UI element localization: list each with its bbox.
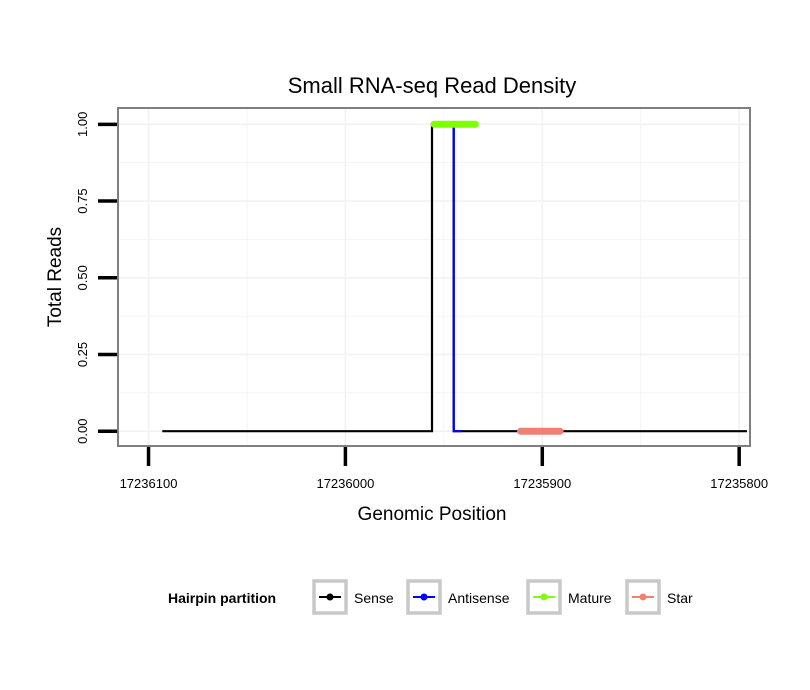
chart-title: Small RNA-seq Read Density	[288, 73, 577, 98]
legend-key-dot	[540, 593, 548, 601]
x-tick-label: 17235800	[710, 476, 768, 491]
legend-entry-sense: Sense	[312, 579, 394, 615]
x-axis: 17236100 17236000 17235900 17235800	[120, 447, 768, 491]
x-tick-label: 17236000	[316, 476, 374, 491]
y-axis: 0.00 0.25 0.50 0.75 1.00	[75, 112, 117, 444]
y-tick-label: 0.75	[75, 188, 90, 213]
legend-key-dot	[420, 593, 428, 601]
legend-label: Antisense	[448, 590, 510, 606]
y-axis-title: Total Reads	[45, 227, 66, 327]
legend-entry-mature: Mature	[526, 579, 612, 615]
y-tick-label: 0.25	[75, 342, 90, 367]
legend-key-dot	[326, 593, 334, 601]
x-axis-title: Genomic Position	[358, 504, 507, 525]
legend: Hairpin partition Sense Antisense Mature St…	[168, 579, 693, 615]
y-tick-label: 0.50	[75, 265, 90, 290]
legend-key-dot	[639, 593, 647, 601]
x-tick-label: 17236100	[120, 476, 178, 491]
y-tick-label: 0.00	[75, 419, 90, 444]
legend-entry-star: Star	[625, 579, 693, 615]
legend-label: Sense	[354, 590, 394, 606]
legend-label: Mature	[568, 590, 612, 606]
series-layer	[162, 120, 747, 435]
legend-title: Hairpin partition	[168, 590, 276, 606]
legend-entry-antisense: Antisense	[406, 579, 510, 615]
legend-label: Star	[667, 590, 693, 606]
x-tick-label: 17235900	[513, 476, 571, 491]
y-tick-label: 1.00	[75, 112, 90, 137]
